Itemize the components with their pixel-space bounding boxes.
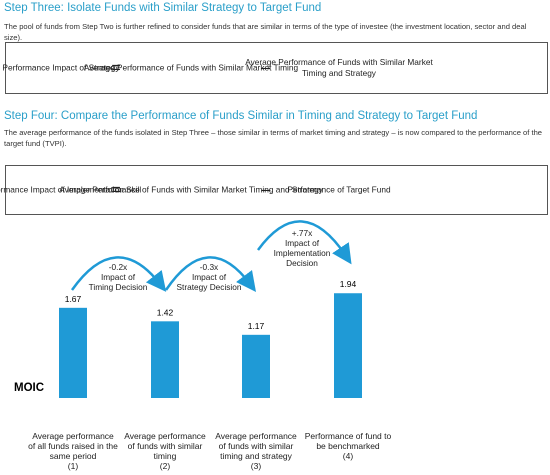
paragraph: The pool of funds from Step Two is furth… bbox=[4, 22, 527, 42]
bar bbox=[242, 334, 270, 398]
formula-term: Average Performance of Funds with Simila… bbox=[245, 57, 433, 78]
formula-term: Performance of Target Fund bbox=[287, 184, 391, 195]
arrow bbox=[256, 220, 352, 265]
value-label: 1.17 bbox=[248, 321, 265, 331]
value-label: 1.42 bbox=[157, 307, 174, 317]
operator: – bbox=[261, 181, 271, 199]
category-label: Performance of fund to be benchmarked (4… bbox=[304, 431, 392, 461]
operator: = bbox=[111, 59, 121, 77]
value-label: 1.67 bbox=[65, 294, 82, 304]
category-label: Average performance of funds with simila… bbox=[215, 431, 297, 471]
formula-term: Average Performance of Funds with Simila… bbox=[83, 62, 299, 73]
category-label: Average performance of funds with simila… bbox=[124, 431, 206, 471]
bar bbox=[334, 293, 362, 398]
annotation: -0.3x Impact of Strategy Decision bbox=[176, 262, 242, 292]
formula-term: Average Performance of Funds with Simila… bbox=[59, 184, 323, 195]
bar bbox=[151, 321, 179, 398]
value-label: 1.94 bbox=[340, 279, 357, 289]
paragraph: The average performance of the funds iso… bbox=[4, 128, 543, 148]
annotation: +.77x Impact of Implementation Decision bbox=[273, 228, 331, 268]
y-label: MOIC bbox=[14, 382, 45, 394]
annotation: -0.2x Impact of Timing Decision bbox=[88, 262, 148, 292]
arrow bbox=[70, 256, 167, 292]
formula-term: Performance Impact of Implementation Ski… bbox=[0, 184, 142, 195]
category-label: Average performance of all funds raised … bbox=[28, 431, 118, 471]
section-title: Step Four: Compare the Performance of Fu… bbox=[4, 110, 478, 122]
formula-box: Performance Impact of Strategy = Average… bbox=[2, 42, 548, 94]
arrow bbox=[164, 256, 257, 292]
formula-box: Performance Impact of Implementation Ski… bbox=[0, 165, 548, 215]
formula-term: Performance Impact of Strategy bbox=[2, 62, 120, 73]
bar bbox=[59, 307, 87, 398]
operator: – bbox=[261, 59, 271, 77]
operator: = bbox=[111, 181, 121, 199]
section-title: Step Three: Isolate Funds with Similar S… bbox=[4, 2, 322, 14]
